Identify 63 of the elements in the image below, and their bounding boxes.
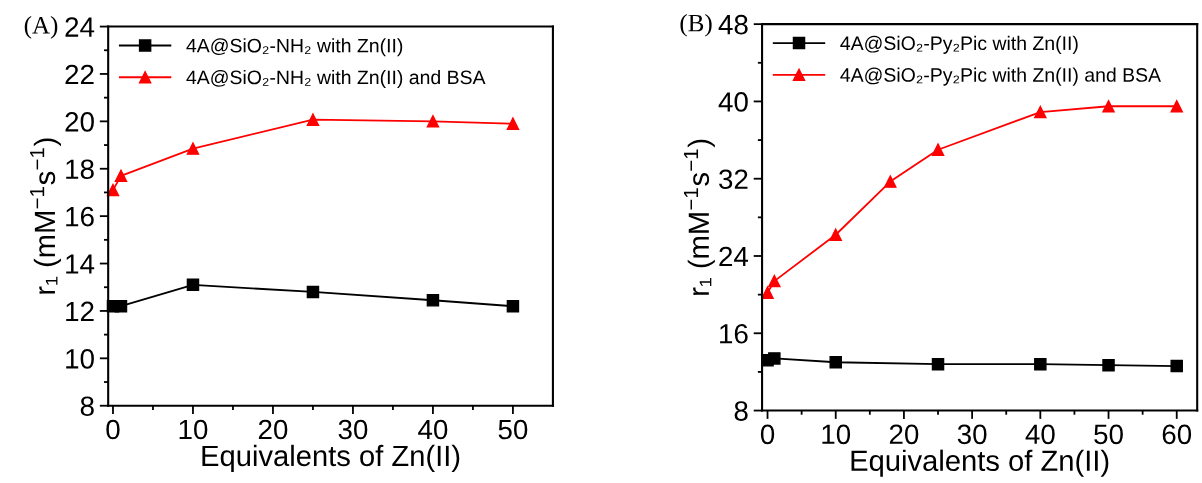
legend-label: 4A@SiO₂-Py₂Pic with Zn(II) and BSA (840, 67, 1161, 86)
y-tick-label: 16 (720, 323, 748, 344)
point (1034, 357, 1047, 371)
y-tick-label: 20 (65, 112, 94, 132)
point (306, 285, 320, 299)
point (931, 357, 945, 371)
point (884, 175, 897, 188)
x-tick-label: 60 (1162, 424, 1192, 445)
point (829, 355, 842, 369)
legend-label: 4A@SiO₂-Py₂Pic with Zn(II) (840, 35, 1078, 54)
point (761, 286, 774, 299)
y-tick-label: 16 (66, 206, 94, 227)
point (186, 142, 200, 155)
point (114, 299, 128, 313)
point (768, 352, 781, 365)
point (306, 113, 320, 126)
point (426, 115, 440, 128)
y-tick-label: 40 (718, 92, 748, 112)
x-tick-label: 0 (760, 424, 775, 445)
point (931, 143, 945, 156)
y-tick-label: 8 (80, 396, 94, 417)
point (1102, 358, 1115, 372)
point (106, 183, 120, 197)
point (1034, 105, 1047, 119)
point (768, 274, 781, 288)
point (426, 294, 440, 307)
y-tick-label: 32 (719, 169, 748, 190)
x-tick-label: 50 (1094, 424, 1123, 445)
y-tick-label: 48 (718, 14, 748, 35)
y-tick-label: 12 (66, 301, 94, 321)
y-tick-label: 10 (66, 348, 94, 369)
y-tick-label: 14 (66, 254, 95, 274)
point (1102, 100, 1115, 113)
x-tick-label: 40 (418, 419, 448, 440)
chart-title: (B) (680, 13, 712, 37)
legend-label: 4A@SiO₂-NH₂ with Zn(II) and BSA (186, 69, 486, 89)
x-tick-label: 20 (258, 419, 288, 440)
chart-title: (A) (24, 16, 58, 39)
x-tick-label: 30 (957, 424, 987, 445)
y-tick-label: 24 (719, 246, 749, 267)
y-tick-label: 24 (65, 17, 95, 37)
point (1170, 359, 1183, 373)
y-axis-title: r₁ (mM$^{−1}$s$^{−1}$) (683, 139, 715, 295)
point (1170, 100, 1183, 113)
x-axis-title: Equivalents of Zn(II) (202, 444, 460, 472)
x-axis-title: Equivalents of Zn(II) (851, 449, 1109, 477)
x-tick-label: 30 (338, 419, 368, 440)
point (506, 117, 520, 130)
point (114, 169, 128, 183)
y-tick-label: 8 (734, 401, 748, 421)
legend-label: 4A@SiO₂-NH₂ with Zn(II) (186, 38, 403, 57)
y-tick-label: 18 (66, 159, 94, 180)
x-tick-label: 40 (1025, 424, 1055, 445)
x-tick-label: 50 (498, 419, 528, 440)
point (506, 299, 520, 313)
x-tick-label: 0 (106, 419, 120, 440)
x-tick-label: 10 (179, 419, 208, 440)
x-tick-label: 10 (822, 424, 851, 445)
y-tick-label: 22 (65, 64, 94, 85)
point (186, 278, 200, 292)
x-tick-label: 20 (889, 424, 919, 445)
y-axis-title: r₁ (mM$^{−1}$s$^{−1}$) (30, 138, 61, 294)
point (829, 228, 842, 241)
